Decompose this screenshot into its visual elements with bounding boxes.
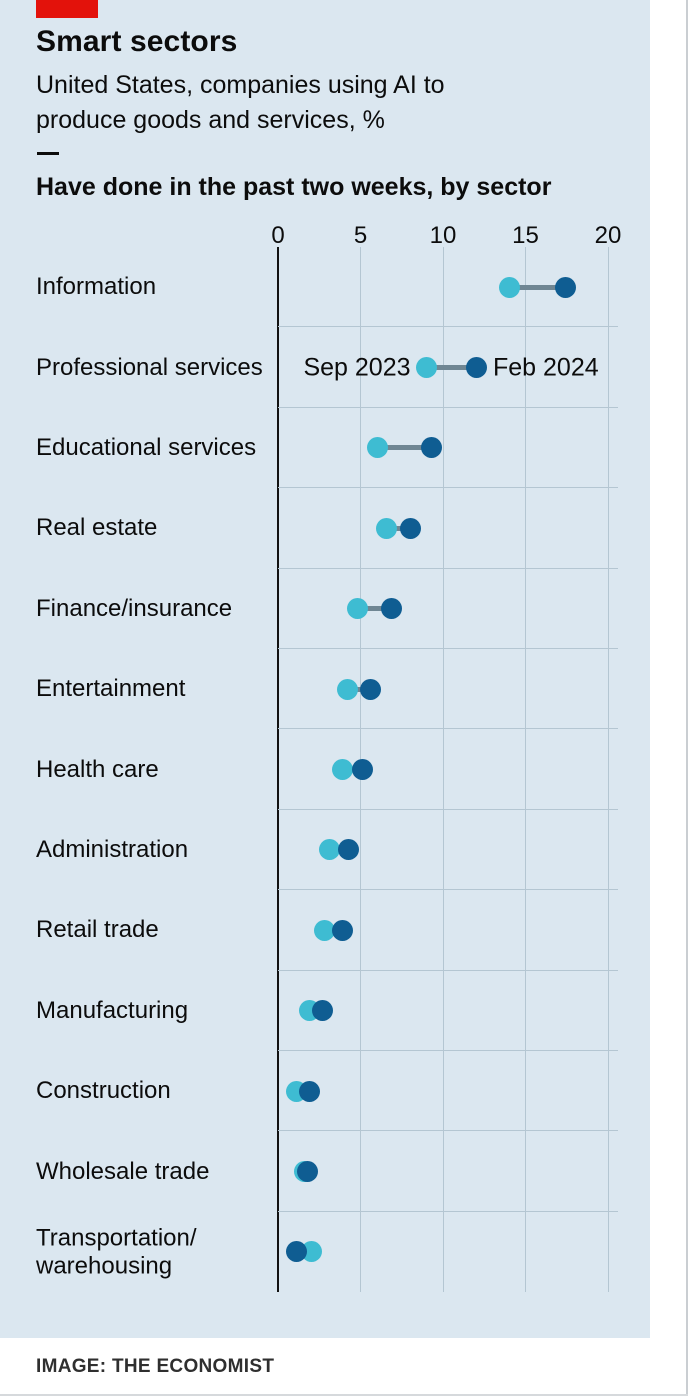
row-gridline xyxy=(278,1130,618,1132)
category-label: Administration xyxy=(36,836,189,864)
category-label: Professional services xyxy=(36,353,263,381)
row-gridline xyxy=(278,567,618,569)
x-tick-label: 10 xyxy=(429,222,457,249)
category-label: Retail trade xyxy=(36,916,159,944)
dot-feb-2024 xyxy=(399,517,421,539)
chart-row: Administration xyxy=(0,810,650,891)
category-label: Wholesale trade xyxy=(36,1157,210,1185)
dot-sep-2023 xyxy=(336,678,358,700)
category-label: Transportation/ warehousing xyxy=(36,1224,197,1279)
dot-feb-2024 xyxy=(351,759,373,781)
divider-dash xyxy=(37,152,59,155)
chart-row: Entertainment xyxy=(0,649,650,730)
row-gridline xyxy=(278,889,618,891)
category-label: Educational services xyxy=(36,434,257,462)
category-label: Manufacturing xyxy=(36,996,189,1024)
x-tick-label: 0 xyxy=(271,222,285,249)
page-right-border xyxy=(686,0,688,1396)
legend-feb-2024: Feb 2024 xyxy=(493,353,599,382)
dot-feb-2024 xyxy=(465,357,487,379)
dot-sep-2023 xyxy=(498,276,520,298)
chart-row: Retail trade xyxy=(0,890,650,971)
chart-row: Health care xyxy=(0,729,650,810)
row-gridline xyxy=(278,728,618,730)
dot-feb-2024 xyxy=(297,1161,319,1183)
vertical-gridline xyxy=(442,247,444,1293)
dot-feb-2024 xyxy=(359,678,381,700)
page-bottom-border xyxy=(0,1394,688,1396)
row-gridline xyxy=(278,487,618,489)
dot-sep-2023 xyxy=(376,517,398,539)
x-tick-label: 5 xyxy=(353,222,368,249)
row-gridline xyxy=(278,808,618,810)
dumbbell-connector xyxy=(357,606,392,612)
legend-sep-2023: Sep 2023 xyxy=(303,353,411,382)
x-tick-label: 15 xyxy=(512,222,539,249)
row-gridline xyxy=(278,1210,618,1212)
dumbbell-connector xyxy=(426,365,476,371)
row-gridline xyxy=(278,326,618,328)
dumbbell-connector xyxy=(386,525,410,531)
dot-feb-2024 xyxy=(331,919,353,941)
row-gridline xyxy=(278,1049,618,1051)
dumbbell-connector xyxy=(509,284,566,290)
dot-feb-2024 xyxy=(554,276,576,298)
chart-row: Finance/insurance xyxy=(0,569,650,649)
chart-row: Manufacturing xyxy=(0,971,650,1051)
dot-feb-2024 xyxy=(420,437,442,459)
chart-row: Information xyxy=(0,247,650,328)
chart-row: Educational services xyxy=(0,408,650,489)
chart-subtitle: United States, companies using AI to pro… xyxy=(36,71,445,134)
dumbbell-connector xyxy=(377,445,432,451)
chart-row: Real estate xyxy=(0,488,650,569)
category-label: Entertainment xyxy=(36,675,186,703)
y-axis-line xyxy=(277,247,279,1293)
dot-feb-2024 xyxy=(285,1241,307,1263)
dot-sep-2023 xyxy=(313,919,335,941)
dot-sep-2023 xyxy=(366,437,388,459)
row-gridline xyxy=(278,969,618,971)
chart-row: Professional services Sep 2023 Feb 2024 xyxy=(0,327,650,408)
chart-card: Smart sectors United States, companies u… xyxy=(0,0,650,1338)
image-credit: IMAGE: THE ECONOMIST xyxy=(36,1356,275,1377)
dot-sep-2023 xyxy=(346,598,368,620)
chart-row: Transportation/ warehousing xyxy=(0,1212,650,1292)
dot-feb-2024 xyxy=(298,1080,320,1102)
category-label: Construction xyxy=(36,1077,171,1105)
dumbbell-connector xyxy=(347,686,371,692)
section-label: Have done in the past two weeks, by sect… xyxy=(36,173,552,201)
category-label: Finance/insurance xyxy=(36,594,233,622)
x-tick-label: 20 xyxy=(594,222,622,249)
row-gridline xyxy=(278,647,618,649)
category-label: Real estate xyxy=(36,514,158,542)
chart-row: Construction xyxy=(0,1051,650,1132)
row-gridline xyxy=(278,406,618,408)
dot-feb-2024 xyxy=(338,839,360,861)
vertical-gridline xyxy=(607,247,609,1293)
economist-red-tab xyxy=(36,0,98,18)
dot-feb-2024 xyxy=(381,598,403,620)
dot-sep-2023 xyxy=(318,839,340,861)
chart-row: Wholesale trade xyxy=(0,1131,650,1212)
category-label: Information xyxy=(36,273,157,301)
vertical-gridline xyxy=(525,247,526,1293)
dot-sep-2023 xyxy=(416,357,437,379)
category-label: Health care xyxy=(36,755,159,783)
footer: IMAGE: THE ECONOMIST xyxy=(0,1338,688,1396)
chart-title: Smart sectors xyxy=(36,25,238,58)
dot-feb-2024 xyxy=(312,1000,334,1022)
dot-sep-2023 xyxy=(331,759,353,781)
